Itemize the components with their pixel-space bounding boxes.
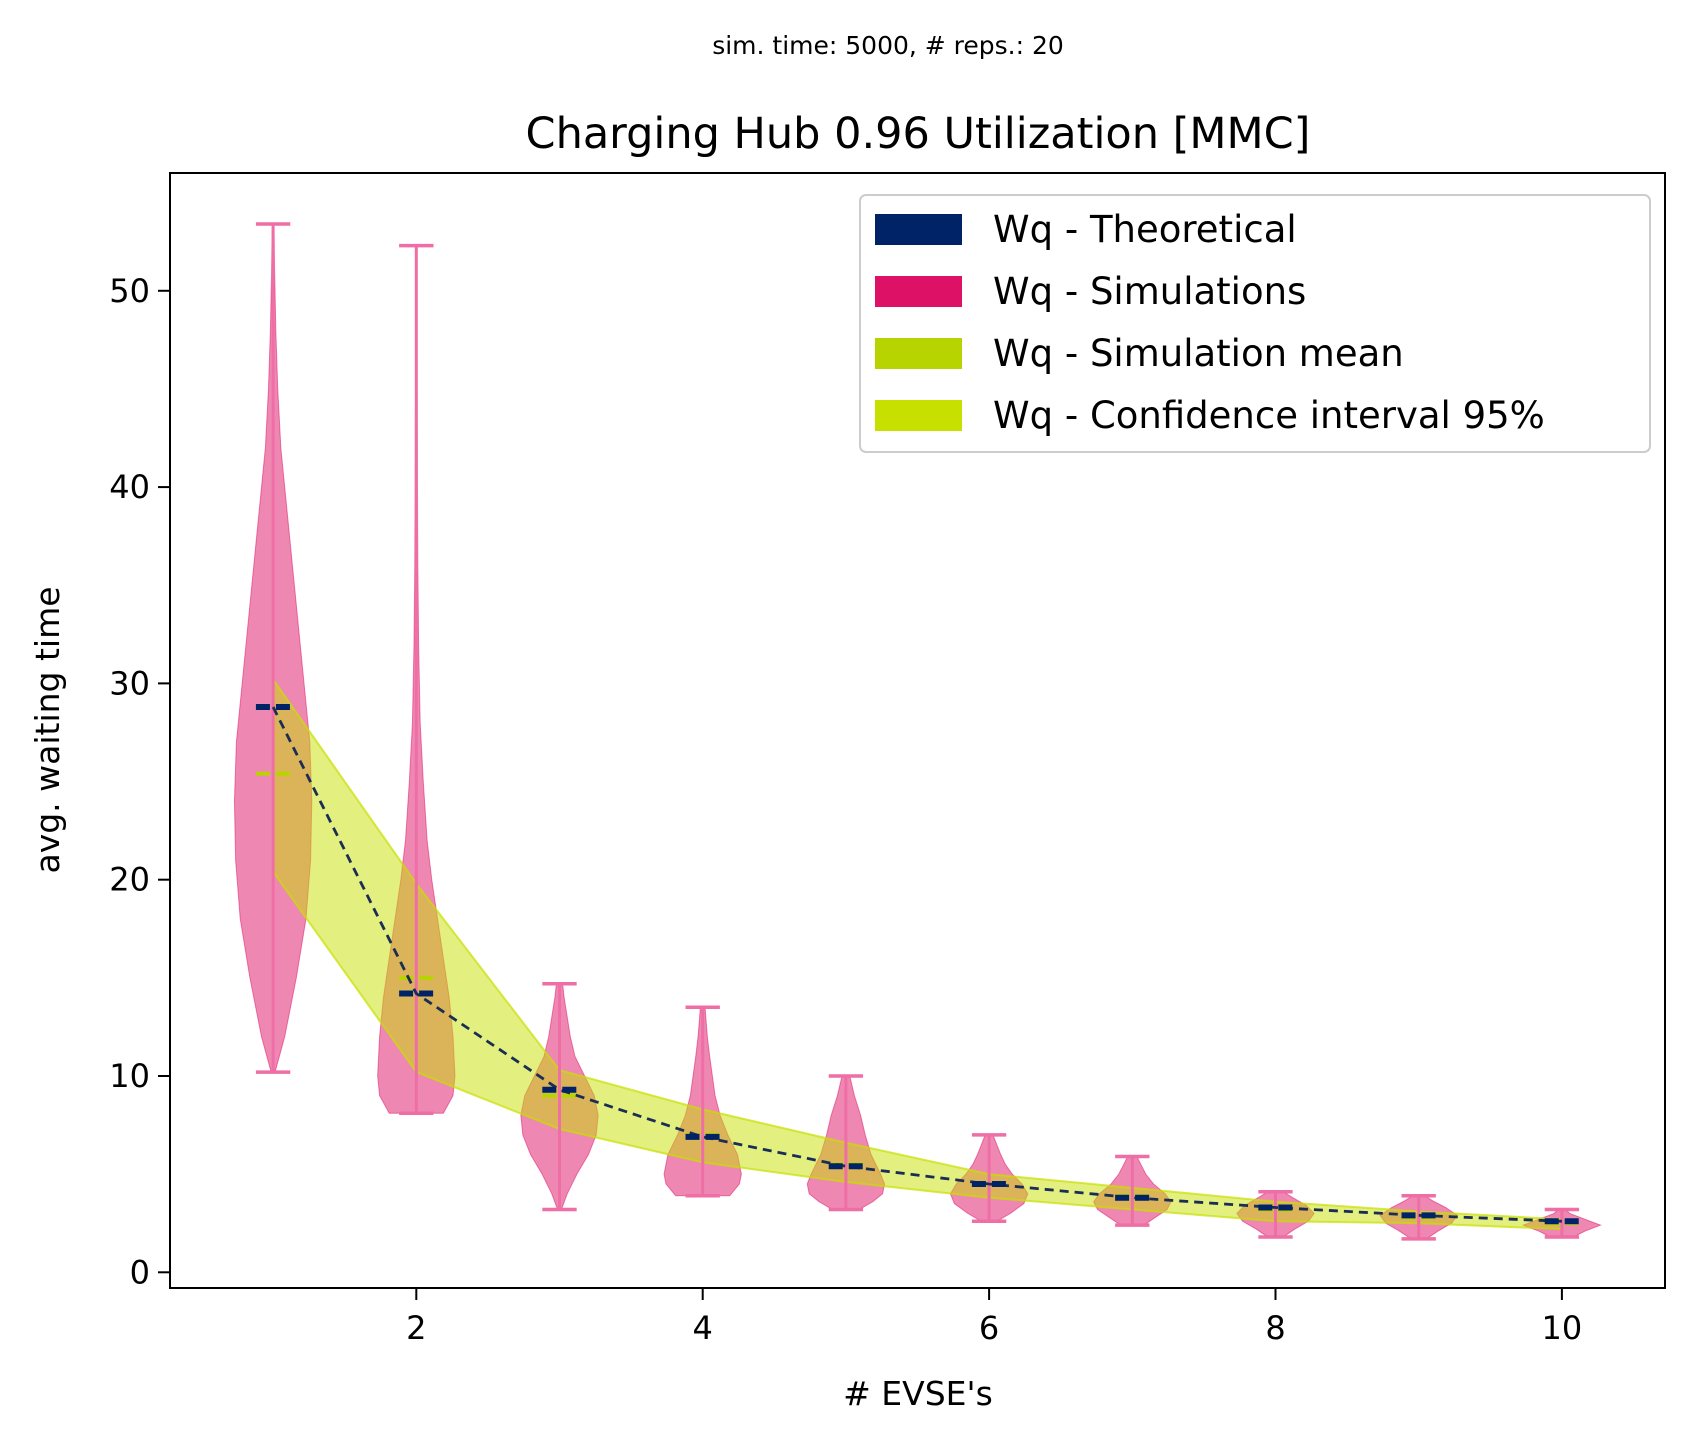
x-tick-label-2: 2	[406, 1309, 426, 1347]
legend-label-0: Wq - Theoretical	[993, 208, 1297, 251]
x-tick-label-8: 8	[1265, 1309, 1285, 1347]
legend-label-1: Wq - Simulations	[993, 270, 1306, 313]
legend-swatch-3	[875, 400, 962, 431]
x-tick-label-6: 6	[979, 1309, 999, 1347]
axes-frame	[169, 172, 1666, 1289]
legend-box	[859, 194, 1651, 453]
plot-content	[233, 222, 1602, 1241]
y-tick-label-50: 50	[109, 272, 150, 310]
y-tick-label-0: 0	[130, 1253, 150, 1291]
legend-swatch-2	[875, 338, 962, 369]
legend-swatch-0	[875, 214, 962, 245]
x-tick-label-4: 4	[693, 1309, 713, 1347]
y-axis-title: avg. waiting time	[28, 586, 67, 873]
y-tick-label-30: 30	[109, 664, 150, 702]
y-tick-label-40: 40	[109, 468, 150, 506]
theoretical-line	[271, 706, 1562, 1223]
confidence-band	[272, 676, 1563, 1231]
legend-swatch-1	[875, 276, 962, 307]
chart-suptitle: sim. time: 5000, # reps.: 20	[712, 31, 1064, 60]
legend: Wq - Theoretical Wq - Simulations Wq - Sim…	[859, 194, 1651, 453]
y-tick-label-10: 10	[109, 1057, 150, 1095]
legend-label-2: Wq - Simulation mean	[993, 332, 1404, 375]
legend-label-3: Wq - Confidence interval 95%	[993, 394, 1545, 437]
x-axis-title: # EVSE's	[843, 1374, 993, 1413]
y-tick-label-20: 20	[109, 861, 150, 899]
plot-area: 2 4 6 8 10 0 10 20 30 40 50 Wq - Theoretical Wq - Si…	[109, 172, 1666, 1347]
chart-title: Charging Hub 0.96 Utilization [MMC]	[526, 109, 1311, 159]
x-tick-label-10: 10	[1542, 1309, 1583, 1347]
